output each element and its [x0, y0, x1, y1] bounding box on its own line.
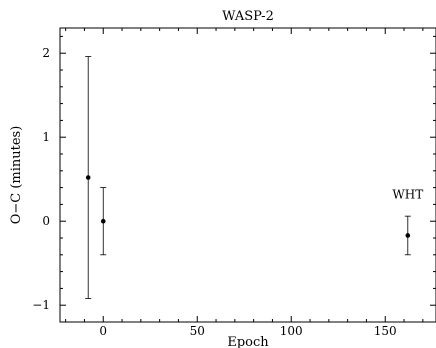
x-tick-label: 50 [190, 324, 205, 338]
y-tick-label: −1 [32, 298, 50, 312]
annotations: WHT [392, 188, 423, 202]
chart-title: WASP-2 [222, 9, 274, 24]
x-axis-label: Epoch [227, 335, 269, 348]
data-point [85, 175, 91, 180]
x-tick-label: 0 [99, 324, 107, 338]
y-tick-label: 2 [42, 46, 50, 60]
plot-frame [59, 27, 436, 323]
y-tick-label: 0 [42, 214, 50, 228]
y-axis-label: O−C (minutes) [9, 126, 24, 225]
error-bars [85, 56, 411, 299]
data-point [405, 233, 411, 238]
data-point [100, 218, 106, 224]
x-tick-label: 100 [280, 324, 303, 338]
x-tick-label: 150 [374, 324, 397, 338]
data-points [85, 175, 411, 238]
wht-annotation: WHT [392, 188, 423, 202]
y-tick-label: 1 [42, 130, 50, 144]
axis-ticks: 0 50 100 150 −1 0 1 2 [32, 28, 436, 338]
